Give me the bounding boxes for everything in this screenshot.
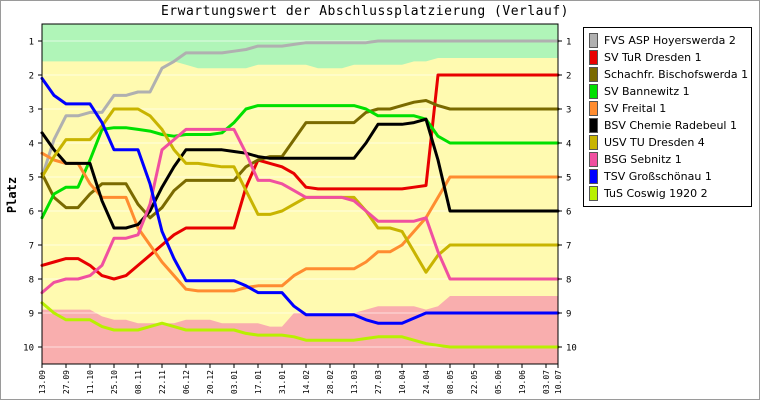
y-tick-label-left: 2 — [29, 72, 34, 82]
y-tick-label-right: 3 — [566, 106, 571, 116]
legend-swatch — [589, 33, 598, 48]
legend-label: TuS Coswig 1920 2 — [604, 187, 708, 200]
y-tick-label-right: 2 — [566, 72, 571, 82]
x-tick-label: 03.07 — [542, 370, 551, 394]
y-tick-label-right: 7 — [566, 242, 571, 252]
legend-swatch — [589, 135, 598, 150]
series-line-7 — [40, 107, 560, 274]
y-tick-label-left: 4 — [29, 140, 34, 150]
legend-label: BSV Chemie Radebeul 1 — [604, 119, 737, 132]
legend-label: Schachfr. Bischofswerda 1 — [604, 68, 749, 81]
y-tick-label-left: 10 — [23, 344, 34, 354]
y-tick-label-right: 6 — [566, 208, 571, 218]
x-tick-label: 08.11 — [134, 370, 143, 394]
legend: FVS ASP Hoyerswerda 2 SV TuR Dresden 1 Sch… — [583, 27, 752, 207]
x-tick-label: 05.06 — [494, 370, 503, 394]
y-tick-label-left: 6 — [29, 208, 34, 218]
x-tick-label: 17.01 — [254, 370, 263, 394]
y-tick-label-right: 9 — [566, 310, 571, 320]
x-tick-label: 11.10 — [86, 370, 95, 394]
legend-item: SV Freital 1 — [589, 100, 751, 117]
series-line-1 — [40, 39, 560, 179]
axes-layer: 1 1 2 2 3 3 4 4 5 5 6 6 7 7 8 8 9 9 10 10 13.09 27.09 11.10 25.… — [23, 23, 577, 394]
legend-item: BSG Sebnitz 1 — [589, 151, 751, 168]
series-line-3 — [40, 99, 560, 220]
y-tick-label-right: 8 — [566, 276, 571, 286]
x-tick-label: 14.02 — [302, 370, 311, 394]
legend-label: SV TuR Dresden 1 — [604, 51, 702, 64]
y-tick-label-left: 9 — [29, 310, 34, 320]
x-tick-label: 28.02 — [326, 370, 335, 394]
legend-swatch — [589, 67, 598, 82]
y-tick-label-left: 3 — [29, 106, 34, 116]
legend-label: USV TU Dresden 4 — [604, 136, 705, 149]
series-layer — [40, 39, 560, 349]
series-line-6 — [40, 117, 560, 230]
y-axis-label: Platz — [5, 177, 19, 213]
legend-item: SV TuR Dresden 1 — [589, 49, 751, 66]
series-line-4 — [40, 104, 560, 220]
legend-item: TSV Großschönau 1 — [589, 168, 751, 185]
legend-item: Schachfr. Bischofswerda 1 — [589, 66, 751, 83]
legend-swatch — [589, 118, 598, 133]
y-tick-label-right: 10 — [566, 344, 577, 354]
x-tick-label: 03.01 — [230, 370, 239, 394]
y-tick-label-right: 1 — [566, 38, 571, 48]
legend-item: TuS Coswig 1920 2 — [589, 185, 751, 202]
legend-label: FVS ASP Hoyerswerda 2 — [604, 34, 736, 47]
y-tick-label-right: 5 — [566, 174, 571, 184]
y-tick-label-left: 1 — [29, 38, 34, 48]
legend-label: SV Bannewitz 1 — [604, 85, 690, 98]
legend-swatch — [589, 152, 598, 167]
x-tick-label: 22.11 — [158, 370, 167, 394]
y-tick-label-right: 4 — [566, 140, 571, 150]
x-tick-label: 22.05 — [470, 370, 479, 394]
x-tick-label: 25.10 — [110, 370, 119, 394]
chart-title: Erwartungswert der Abschlussplatzierung … — [160, 4, 569, 19]
legend-label: TSV Großschönau 1 — [604, 170, 712, 183]
promotion-zone — [42, 24, 558, 69]
y-tick-label-left: 5 — [29, 174, 34, 184]
legend-label: BSG Sebnitz 1 — [604, 153, 682, 166]
legend-swatch — [589, 84, 598, 99]
x-tick-label: 20.12 — [206, 370, 215, 394]
legend-swatch — [589, 101, 598, 116]
x-tick-label: 10.04 — [398, 370, 407, 394]
series-line-5 — [40, 151, 560, 293]
legend-swatch — [589, 50, 598, 65]
x-tick-label: 24.04 — [422, 370, 431, 394]
x-tick-label: 13.09 — [38, 370, 47, 394]
x-tick-label: 31.01 — [278, 370, 287, 394]
y-tick-label-left: 8 — [29, 276, 34, 286]
series-line-10 — [40, 301, 560, 349]
y-tick-label-left: 7 — [29, 242, 34, 252]
x-tick-label: 27.03 — [374, 370, 383, 394]
series-line-8 — [40, 127, 560, 295]
legend-label: SV Freital 1 — [604, 102, 667, 115]
legend-swatch — [589, 186, 598, 201]
plot-border — [41, 23, 559, 365]
series-line-2 — [40, 73, 560, 281]
x-tick-label: 27.09 — [62, 370, 71, 394]
x-tick-label: 19.06 — [518, 370, 527, 394]
legend-item: FVS ASP Hoyerswerda 2 — [589, 32, 751, 49]
x-tick-label: 10.07 — [554, 370, 563, 394]
legend-swatch — [589, 169, 598, 184]
x-tick-label: 06.12 — [182, 370, 191, 394]
x-tick-label: 13.03 — [350, 370, 359, 394]
x-tick-label: 08.05 — [446, 370, 455, 394]
legend-item: SV Bannewitz 1 — [589, 83, 751, 100]
legend-item: BSV Chemie Radebeul 1 — [589, 117, 751, 134]
legend-item: USV TU Dresden 4 — [589, 134, 751, 151]
series-line-9 — [40, 76, 560, 325]
